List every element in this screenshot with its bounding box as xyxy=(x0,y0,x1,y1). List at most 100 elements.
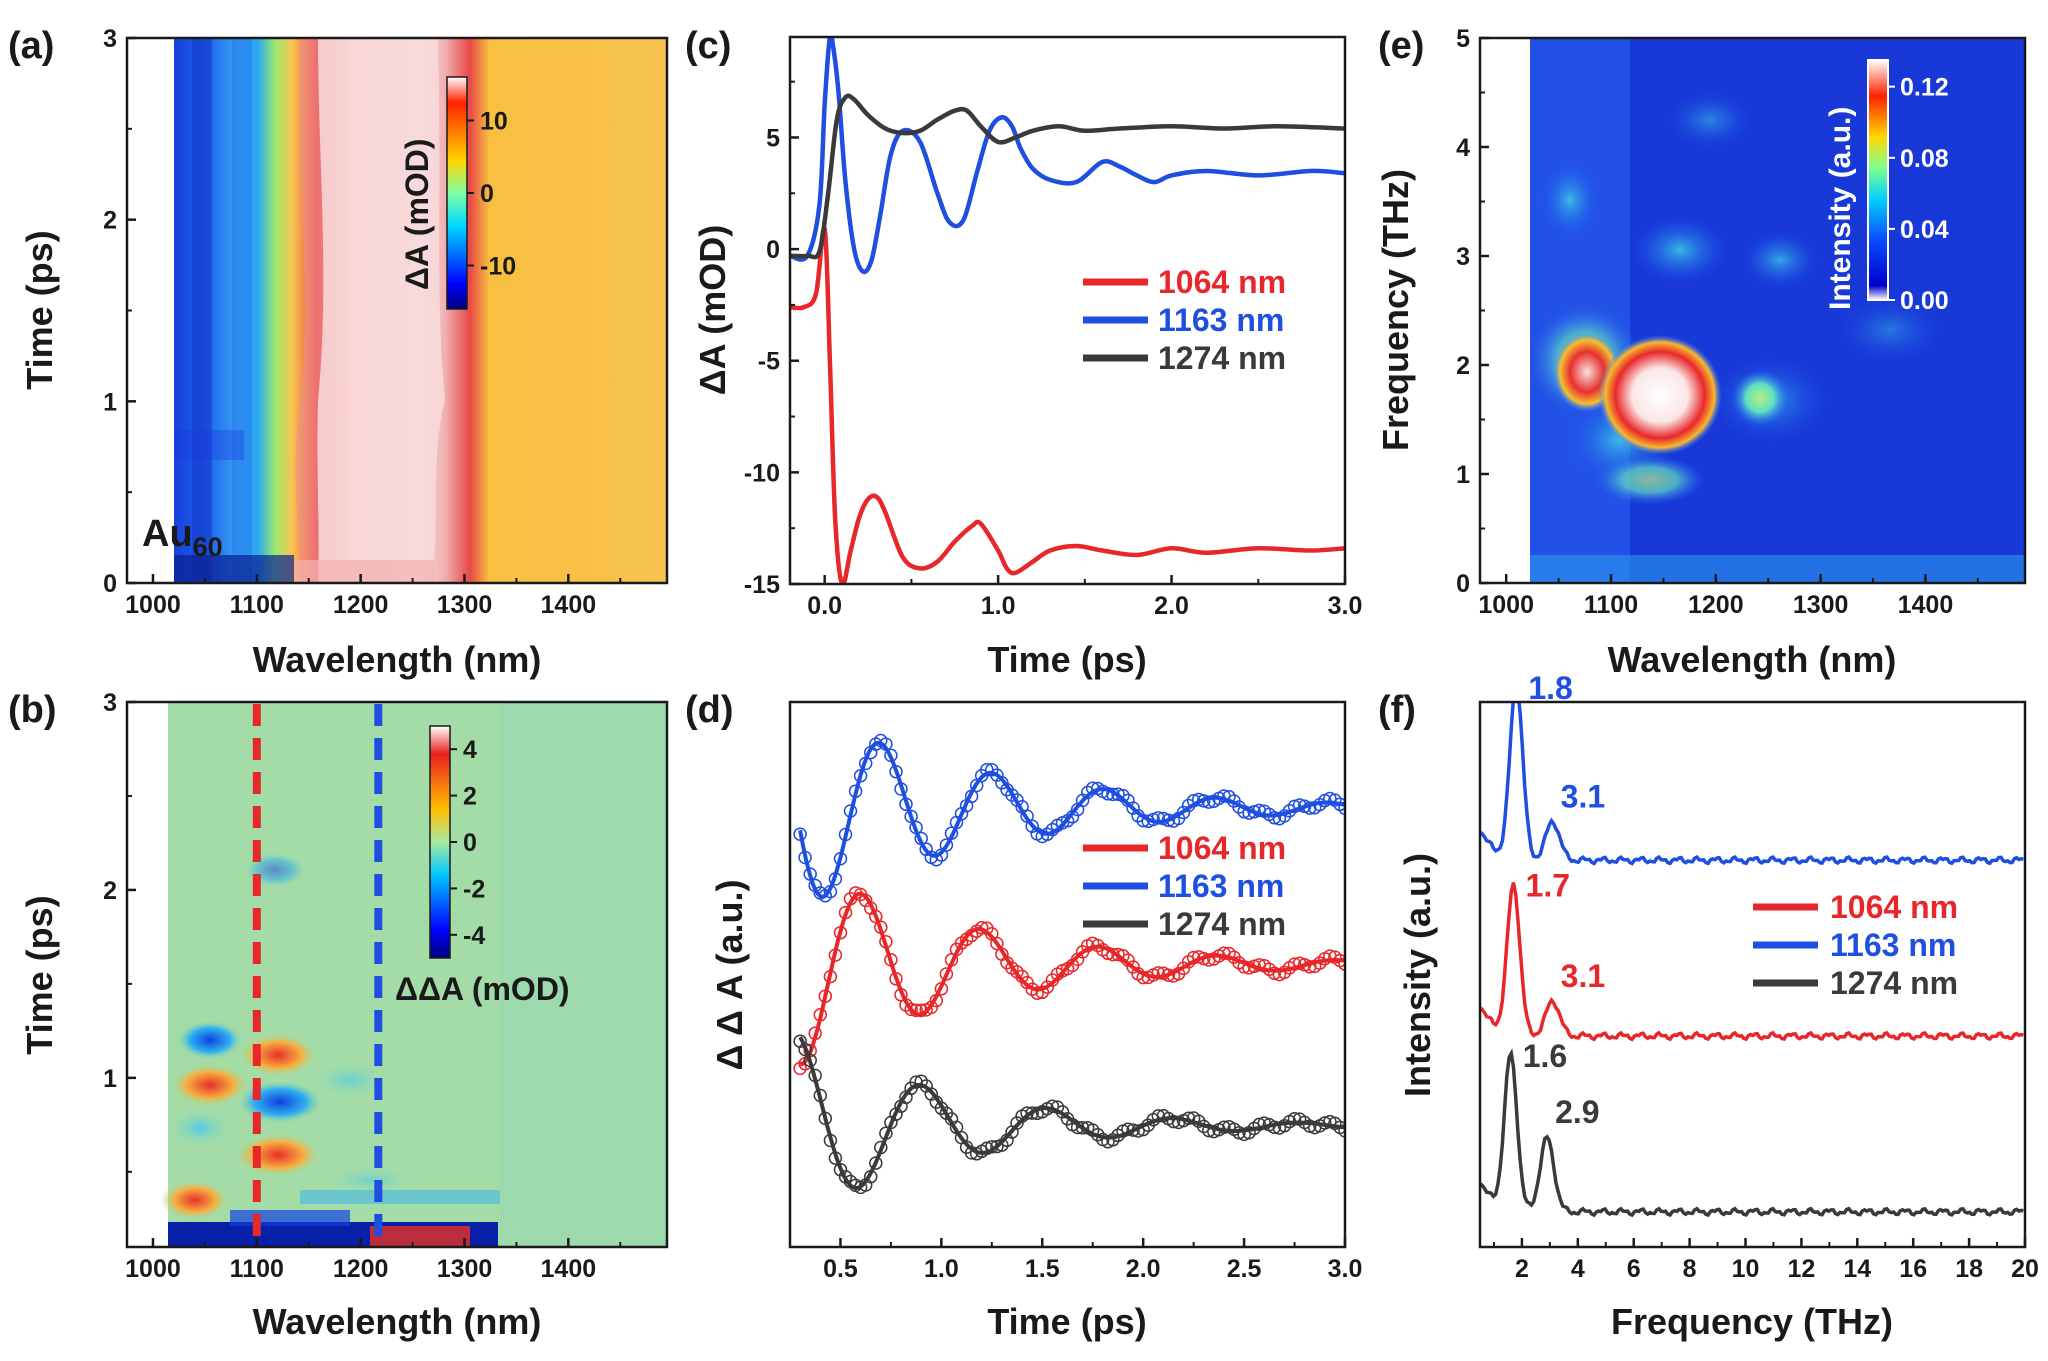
panel-e: (e) Intensity (a.u.) 0.12 0.08 0.04 0.00 1 0 xyxy=(1375,25,2027,680)
data-point xyxy=(1101,787,1115,801)
data-point xyxy=(1247,805,1261,819)
y-tick-label: 1 xyxy=(103,1065,117,1093)
x-axis-label-a: Wavelength (nm) xyxy=(253,639,542,680)
data-point xyxy=(828,1151,843,1165)
data-point xyxy=(980,762,994,777)
x-tick-label: 0.0 xyxy=(807,592,842,620)
data-point xyxy=(1267,811,1282,825)
colorbar-tick-label: 0.00 xyxy=(1900,287,1949,315)
axes-frame-c xyxy=(788,35,1347,586)
y-axis-label-a: Time (ps) xyxy=(19,230,60,389)
data-point xyxy=(863,1169,878,1184)
x-axis-label-c: Time (ps) xyxy=(987,639,1146,680)
x-tick-label: 14 xyxy=(1843,1255,1871,1283)
data-point xyxy=(874,920,888,934)
data-point xyxy=(1237,960,1251,974)
data-point xyxy=(803,1053,817,1068)
data-point xyxy=(939,967,954,981)
data-point xyxy=(1196,951,1211,966)
heatmap-b xyxy=(127,702,667,1247)
data-point xyxy=(909,820,923,835)
data-point xyxy=(1126,960,1140,974)
data-point xyxy=(1050,1100,1065,1114)
data-point xyxy=(1338,1124,1345,1138)
au60-annotation: Au60 xyxy=(142,513,223,562)
data-point xyxy=(833,851,848,866)
panel-b-label: (b) xyxy=(8,689,57,731)
legend-label: 1274 nm xyxy=(1158,340,1286,376)
data-point xyxy=(1292,798,1307,812)
data-point xyxy=(1055,1105,1070,1119)
spectrum-line-1163-nm xyxy=(1480,702,2024,866)
y-axis-label-e: Frequency (THz) xyxy=(1375,169,1416,451)
data-point xyxy=(1111,947,1125,962)
x-tick-label: 1300 xyxy=(437,591,493,619)
colorbar-b: ΔΔA (mOD) 4 2 0 -2 -4 xyxy=(395,725,570,1007)
data-point xyxy=(1161,968,1176,982)
data-point xyxy=(1070,1120,1085,1135)
data-point xyxy=(1070,952,1085,967)
data-point xyxy=(1126,1123,1140,1137)
data-point xyxy=(934,1101,949,1116)
data-point xyxy=(980,1141,994,1156)
x-axis-label-b: Wavelength (nm) xyxy=(253,1301,542,1342)
data-point xyxy=(939,838,954,852)
x-tick-label: 2.0 xyxy=(1126,1255,1161,1283)
y-tick-label: 3 xyxy=(103,689,117,717)
colorbar-a: ΔA (mOD) 10 0 -10 xyxy=(399,76,516,310)
x-axis-label-f: Frequency (THz) xyxy=(1611,1301,1893,1342)
data-point xyxy=(1196,794,1211,808)
x-tick-label: 20 xyxy=(2011,1255,2039,1283)
data-point xyxy=(1277,809,1292,823)
series-line-1274-nm xyxy=(790,93,1345,260)
data-point xyxy=(808,1068,822,1083)
legend-label: 1163 nm xyxy=(1830,927,1956,963)
data-point xyxy=(1313,956,1327,970)
data-point xyxy=(818,1111,833,1126)
data-point xyxy=(1010,793,1024,807)
axes-frame-d xyxy=(788,700,1347,1249)
x-tick-label: 1100 xyxy=(230,1255,284,1283)
y-tick-label: 2 xyxy=(103,207,117,235)
series-line-1064-nm xyxy=(790,225,1345,584)
data-point xyxy=(1040,980,1055,994)
data-point xyxy=(964,789,979,804)
heatmap-a xyxy=(127,38,667,583)
x-tick-label: 12 xyxy=(1788,1255,1816,1283)
data-point xyxy=(1186,950,1201,965)
y-tick-label: -15 xyxy=(744,571,780,599)
data-point xyxy=(884,748,898,763)
x-tick-label: 2.0 xyxy=(1154,592,1189,620)
x-tick-label: 1.0 xyxy=(924,1255,959,1283)
y-tick-label: -5 xyxy=(758,348,780,376)
data-point xyxy=(879,934,893,949)
data-point xyxy=(1277,965,1292,980)
panel-a-label: (a) xyxy=(8,25,54,67)
y-tick-label: 5 xyxy=(766,124,780,152)
data-point xyxy=(894,782,908,796)
y-tick-label: 0 xyxy=(766,236,780,264)
colorbar-tick-label: -2 xyxy=(463,875,485,903)
data-point xyxy=(1267,1120,1282,1135)
x-tick-label: 1400 xyxy=(1898,591,1954,619)
x-tick-label: 4 xyxy=(1571,1255,1585,1283)
data-point xyxy=(1161,813,1176,828)
peak-label: 3.1 xyxy=(1561,958,1605,994)
colorbar-tick-label: 0 xyxy=(480,180,494,208)
data-point xyxy=(929,993,944,1008)
colorbar-e: Intensity (a.u.) 0.12 0.08 0.04 0.00 xyxy=(1824,59,1949,315)
panel-b: (b) ΔΔA (mOD) 420-2-4 1000 11 xyxy=(8,689,669,1342)
data-point xyxy=(1181,1111,1196,1125)
y-tick-label: 2 xyxy=(1456,352,1470,380)
series-line-1163-nm xyxy=(790,37,1345,275)
colorbar-tick-label: 4 xyxy=(463,736,477,764)
data-point xyxy=(964,1146,979,1160)
spectrum-line-1064-nm xyxy=(1480,882,2024,1042)
data-point xyxy=(1075,1121,1090,1135)
data-point xyxy=(823,969,838,984)
y-tick-label: 5 xyxy=(1456,25,1470,53)
x-tick-label: 1100 xyxy=(1584,591,1638,619)
data-point xyxy=(1181,798,1196,813)
